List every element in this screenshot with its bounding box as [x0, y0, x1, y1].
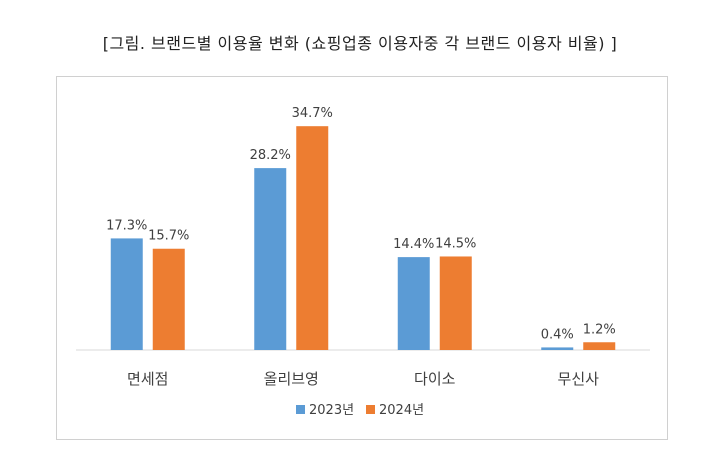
data-label-무신사-2023년: 0.4% — [541, 327, 574, 342]
bar-올리브영-2024년 — [296, 126, 329, 350]
data-label-면세점-2024년: 15.7% — [148, 229, 189, 244]
bar-무신사-2024년 — [583, 342, 616, 350]
legend-label-2023년: 2023년 — [309, 403, 354, 418]
x-tick-label-무신사: 무신사 — [558, 370, 600, 388]
x-tick-label-면세점: 면세점 — [127, 370, 168, 388]
bar-올리브영-2023년 — [254, 168, 287, 350]
legend-swatch-2023년 — [296, 405, 305, 414]
bar-다이소-2023년 — [397, 257, 430, 350]
legend-label-2024년: 2024년 — [379, 403, 424, 418]
bar-다이소-2024년 — [439, 256, 472, 350]
data-label-면세점-2023년: 17.3% — [106, 218, 147, 233]
x-tick-label-올리브영: 올리브영 — [264, 370, 319, 388]
bar-면세점-2024년 — [152, 248, 185, 350]
data-label-다이소-2024년: 14.5% — [435, 236, 476, 251]
bar-면세점-2023년 — [110, 238, 143, 350]
data-label-무신사-2024년: 1.2% — [583, 322, 616, 337]
x-tick-label-다이소: 다이소 — [414, 370, 456, 388]
bar-무신사-2023년 — [541, 347, 574, 350]
legend-swatch-2024년 — [366, 405, 375, 414]
data-label-올리브영-2023년: 28.2% — [250, 148, 291, 163]
chart-title: [그림. 브랜드별 이용율 변화 (쇼핑업종 이용자중 각 브랜드 이용자 비율… — [102, 34, 618, 53]
data-label-올리브영-2024년: 34.7% — [292, 106, 333, 121]
chart-frame — [56, 76, 668, 440]
data-label-다이소-2023년: 14.4% — [393, 237, 434, 252]
